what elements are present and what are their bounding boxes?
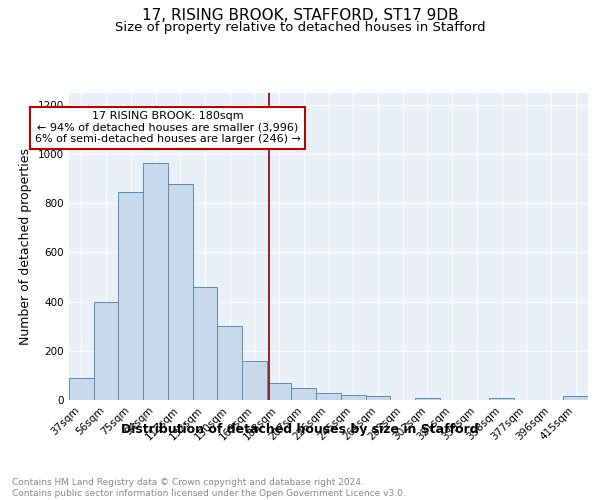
Text: 17, RISING BROOK, STAFFORD, ST17 9DB: 17, RISING BROOK, STAFFORD, ST17 9DB	[142, 8, 458, 22]
Text: 17 RISING BROOK: 180sqm
← 94% of detached houses are smaller (3,996)
6% of semi-: 17 RISING BROOK: 180sqm ← 94% of detache…	[35, 111, 301, 144]
Bar	[341, 395, 365, 400]
Text: Size of property relative to detached houses in Stafford: Size of property relative to detached ho…	[115, 21, 485, 34]
Bar	[217, 326, 242, 400]
Bar	[563, 396, 588, 400]
Bar	[316, 392, 341, 400]
Bar	[69, 378, 94, 400]
Bar	[143, 162, 168, 400]
Bar	[292, 388, 316, 400]
Bar	[415, 398, 440, 400]
Bar	[168, 184, 193, 400]
Bar	[365, 396, 390, 400]
Bar	[193, 287, 217, 400]
Bar	[94, 302, 118, 400]
Text: Contains HM Land Registry data © Crown copyright and database right 2024.
Contai: Contains HM Land Registry data © Crown c…	[12, 478, 406, 498]
Bar	[267, 383, 292, 400]
Bar	[118, 192, 143, 400]
Bar	[242, 360, 267, 400]
Y-axis label: Number of detached properties: Number of detached properties	[19, 148, 32, 345]
Bar	[489, 398, 514, 400]
Text: Distribution of detached houses by size in Stafford: Distribution of detached houses by size …	[121, 422, 479, 436]
